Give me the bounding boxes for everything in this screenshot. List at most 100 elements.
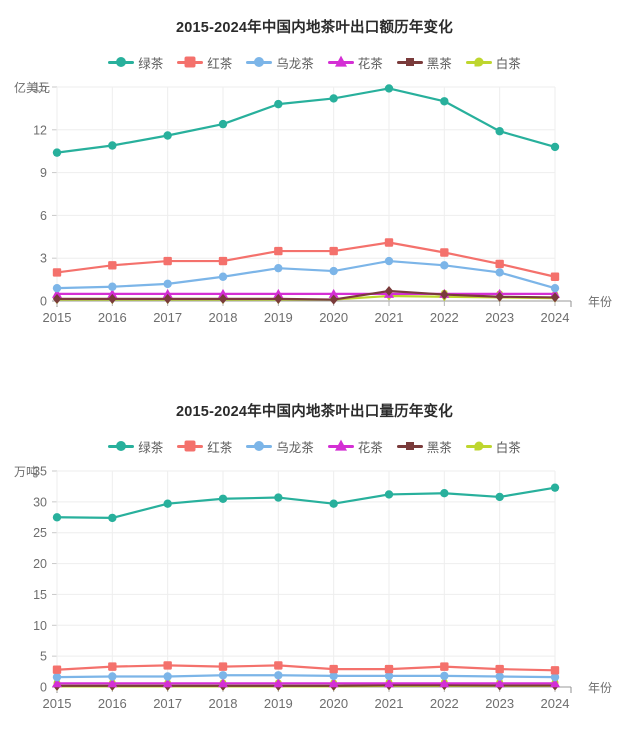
legend-item-黑茶[interactable]: 黑茶 (396, 53, 452, 72)
data-point-marker (274, 263, 283, 273)
legend-item-红茶[interactable]: 红茶 (177, 437, 232, 456)
data-point-marker (52, 678, 62, 688)
data-point-marker (163, 672, 172, 681)
data-point-marker (550, 672, 560, 682)
y-axis-tick-label: 0 (40, 681, 47, 695)
data-point-marker (163, 256, 172, 266)
y-axis-tick-label: 5 (40, 650, 47, 664)
y-axis-tick-label: 12 (33, 123, 47, 137)
data-point-marker (52, 672, 62, 682)
series-乌龙茶 (52, 671, 560, 682)
data-point-marker (218, 293, 228, 304)
data-point-marker (218, 678, 228, 688)
x-axis-tick-label: 2019 (264, 310, 293, 325)
triangle-marker-icon (327, 55, 354, 69)
legend-item-白茶[interactable]: 白茶 (465, 437, 521, 456)
circle-marker-icon (246, 439, 273, 453)
data-point-marker (550, 666, 560, 675)
pin-marker-icon (465, 55, 492, 69)
x-axis-tick-label: 2024 (541, 696, 570, 711)
data-point-marker (328, 678, 339, 688)
x-axis-tick-label: 2024 (541, 310, 570, 325)
x-axis-tick-label: 2018 (209, 696, 238, 711)
legend-item-红茶[interactable]: 红茶 (177, 53, 232, 72)
page-title: 2015-2024年中国内地茶叶出口额历年变化 (176, 20, 453, 36)
legend-item-黑茶[interactable]: 黑茶 (396, 437, 452, 456)
data-point-marker (495, 672, 504, 681)
data-point-marker (273, 678, 284, 688)
data-point-marker (494, 678, 505, 688)
y-axis-tick-label: 6 (40, 209, 47, 223)
legend-item-乌龙茶[interactable]: 乌龙茶 (246, 53, 314, 72)
y-axis-tick-label: 15 (33, 81, 47, 95)
data-point-marker (550, 142, 560, 152)
circle-marker-icon (108, 55, 135, 69)
data-point-marker (440, 662, 449, 671)
legend-item-乌龙茶[interactable]: 乌龙茶 (246, 437, 314, 456)
legend-item-花茶[interactable]: 花茶 (327, 437, 383, 456)
legend-label: 乌龙茶 (276, 56, 314, 71)
series-line (55, 674, 557, 679)
data-point-marker (218, 494, 228, 503)
legend-item-绿茶[interactable]: 绿茶 (108, 437, 163, 456)
legend-label: 黑茶 (426, 56, 452, 71)
series-黑茶 (52, 680, 560, 691)
data-point-marker (384, 671, 394, 681)
data-point-marker (495, 492, 504, 502)
data-point-marker (440, 671, 449, 681)
data-point-marker (384, 664, 394, 674)
pin-marker-icon (465, 439, 492, 453)
data-point-marker (218, 662, 228, 671)
data-point-marker (218, 671, 228, 680)
data-point-marker (52, 665, 62, 674)
data-point-marker (384, 256, 394, 266)
chart-export-value: 2015-2024年中国内地茶叶出口额历年变化 绿茶 红茶 乌龙茶 花茶 黑茶 白茶 亿美… (0, 20, 629, 339)
legend-item-花茶[interactable]: 花茶 (327, 53, 383, 72)
data-point-marker (550, 678, 560, 688)
data-point-marker (550, 272, 560, 281)
plot-area-export-value: 亿美元 年份 0 3 6 9 12 15 2015 2016 2017 2018 2019 2020 2… (0, 79, 629, 339)
data-point-marker (52, 513, 62, 522)
data-point-marker (495, 291, 504, 302)
series-line (55, 87, 557, 154)
data-point-marker (440, 97, 449, 106)
y-axis-tick-label: 20 (33, 557, 47, 571)
legend-label: 乌龙茶 (276, 440, 314, 455)
y-axis-tick-label: 10 (33, 619, 47, 633)
x-axis-tick-label: 2020 (319, 696, 348, 711)
y-axis-tick-label: 30 (33, 495, 47, 509)
series-花茶 (52, 678, 560, 688)
y-axis-tick-label: 35 (33, 465, 47, 479)
legend-export-volume: 绿茶 红茶 乌龙茶 花茶 黑茶 白茶 (0, 435, 629, 457)
x-axis-tick-label: 2022 (430, 310, 459, 325)
data-point-marker (108, 672, 117, 681)
line-chart-export-volume: 0 5 10 15 20 25 30 35 2015 2016 2017 2018 2019 2020 20… (33, 465, 572, 711)
legend-label: 白茶 (495, 56, 521, 71)
data-point-marker (384, 678, 394, 688)
legend-label: 白茶 (495, 440, 521, 455)
data-point-marker (108, 662, 117, 671)
data-point-marker (550, 483, 560, 492)
data-point-marker (329, 266, 338, 276)
x-axis-tick-label: 2016 (98, 310, 127, 325)
data-point-marker (218, 288, 228, 298)
y-axis-tick-label: 15 (33, 588, 47, 602)
data-point-marker (440, 248, 449, 257)
data-point-marker (52, 148, 62, 157)
legend-item-绿茶[interactable]: 绿茶 (108, 53, 163, 72)
data-point-marker (108, 141, 117, 150)
data-point-marker (107, 288, 118, 298)
series-红茶 (52, 238, 560, 281)
data-point-marker (439, 678, 450, 688)
data-point-marker (218, 272, 228, 281)
data-point-marker (440, 289, 449, 300)
data-point-marker (52, 268, 62, 277)
data-point-marker (440, 261, 449, 270)
legend-item-白茶[interactable]: 白茶 (465, 53, 521, 72)
data-point-marker (273, 288, 284, 298)
series-绿茶 (52, 483, 560, 523)
x-axis-tick-label: 2015 (43, 310, 72, 325)
data-point-marker (163, 661, 172, 670)
diamond-marker-icon (396, 55, 423, 69)
data-point-marker (274, 493, 283, 502)
